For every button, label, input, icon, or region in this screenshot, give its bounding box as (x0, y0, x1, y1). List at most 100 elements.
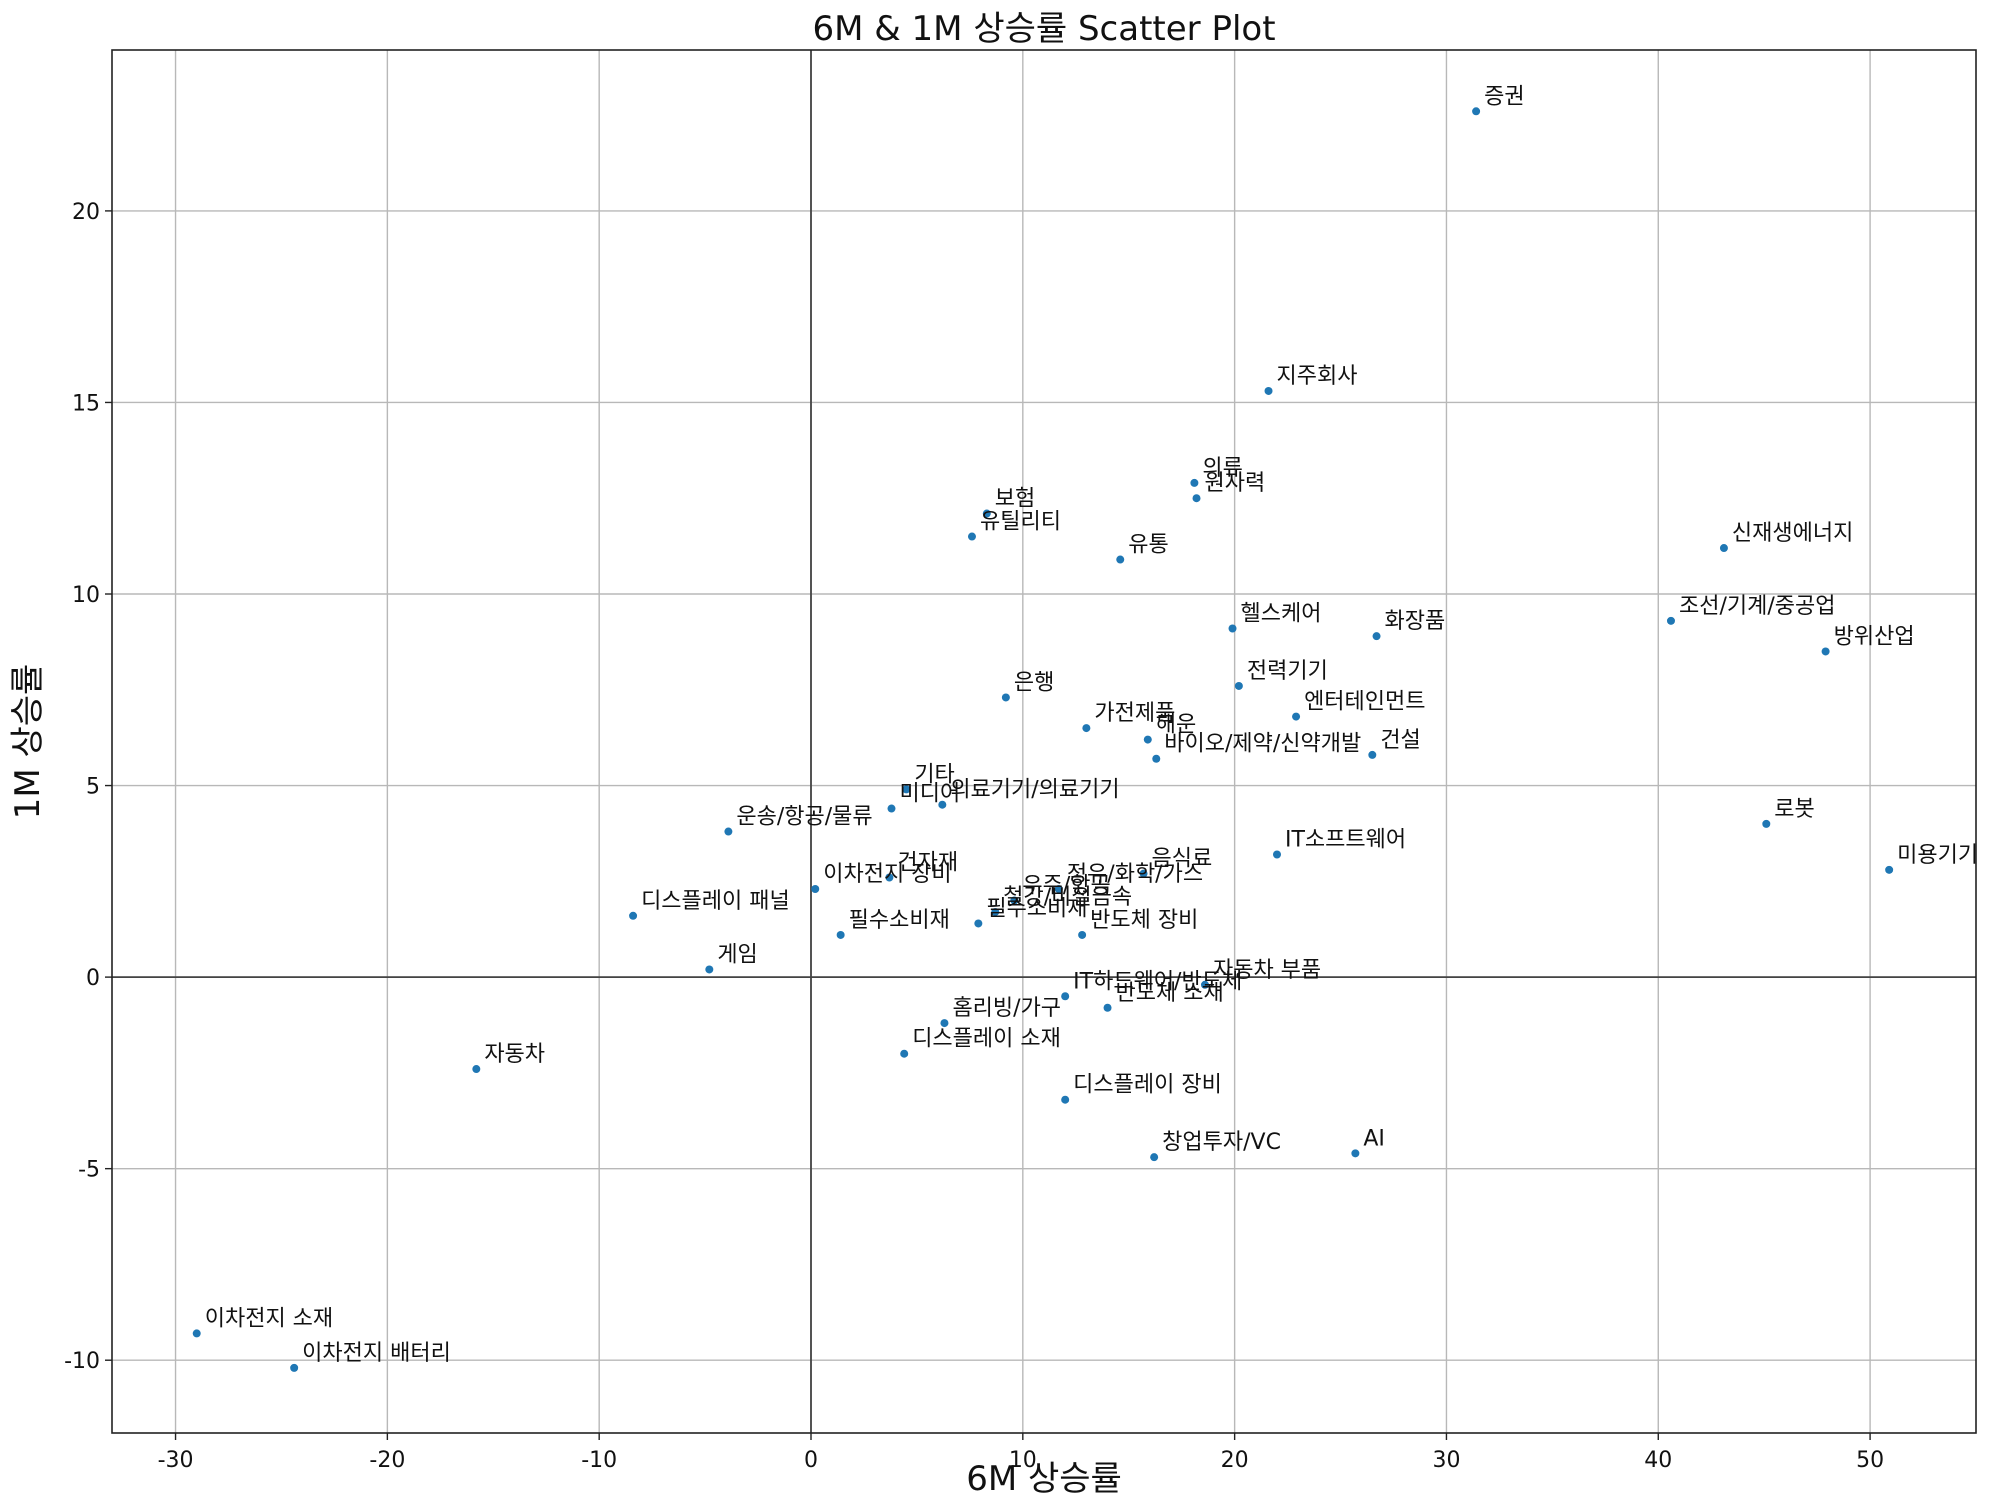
y-tick-label: 0 (86, 966, 100, 991)
data-point-label: 반도체 소재 (1116, 981, 1224, 1006)
data-point (940, 1019, 949, 1028)
data-point-label: 화장품 (1385, 609, 1446, 634)
y-tick-label: 15 (72, 391, 100, 416)
data-point (938, 800, 947, 809)
data-point-label: 로봇 (1774, 797, 1814, 822)
data-point (290, 1363, 299, 1372)
data-point-label: 의류 (1202, 456, 1242, 481)
data-point (974, 919, 983, 928)
data-point (1719, 544, 1728, 553)
data-point-label: 디스플레이 장비 (1073, 1073, 1222, 1098)
data-point-label: 우주/항공 (1022, 873, 1110, 898)
data-point-label: 미디어 (899, 782, 960, 807)
data-point-label: 헬스케어 (1241, 601, 1322, 626)
data-point-label: 창업투자/VC (1162, 1130, 1281, 1155)
data-point (1273, 850, 1281, 859)
x-tick-label: -10 (581, 1448, 617, 1473)
x-axis-label: 6M 상승률 (966, 1459, 1122, 1499)
data-point (1061, 992, 1070, 1001)
data-point (1054, 884, 1063, 893)
data-point-label: IT하드웨어/반도체 (1073, 969, 1242, 994)
data-point-label: 건설 (1380, 728, 1420, 753)
x-tick-label: 0 (804, 1448, 818, 1473)
data-point (1192, 494, 1201, 503)
data-point (1078, 930, 1087, 939)
x-tick-label: 30 (1432, 1448, 1460, 1473)
data-point-label: 미용기기 (1897, 843, 1978, 868)
data-point-label: 자동차 부품 (1213, 958, 1321, 983)
data-point-label: 원자력 (1205, 471, 1266, 496)
grid-lines (112, 50, 1976, 1433)
data-point (1372, 632, 1381, 641)
data-point (1061, 1095, 1070, 1104)
data-point (1152, 754, 1161, 763)
data-point-label: 가전제품 (1094, 701, 1175, 726)
data-point-label: 방위산업 (1834, 624, 1915, 649)
data-point-label: 디스플레이 소재 (912, 1027, 1061, 1052)
data-point (1351, 1149, 1360, 1158)
x-tick-label: 20 (1221, 1448, 1249, 1473)
x-tick-label: 10 (1009, 1448, 1037, 1473)
data-points (192, 107, 1894, 1372)
x-tick-label: -30 (158, 1448, 194, 1473)
data-point-label: 이차전지 소재 (205, 1306, 333, 1331)
data-point (1116, 555, 1125, 564)
data-point (967, 532, 976, 541)
data-point-label: 자동차 (484, 1042, 545, 1067)
data-point (1010, 896, 1019, 905)
data-point-label: 이차전지 배터리 (302, 1341, 451, 1366)
data-point-label: 운송/항공/물류 (736, 805, 872, 830)
zero-reference-lines (112, 50, 1976, 1433)
chart-title: 6M & 1M 상승률 Scatter Plot (812, 9, 1275, 49)
data-point (811, 884, 820, 893)
data-point-label: 바이오/제약/신약개발 (1164, 732, 1361, 757)
data-point (1762, 819, 1771, 828)
data-point (1190, 478, 1199, 487)
data-point (1228, 624, 1237, 633)
data-point-label: 정유/화학/가스 (1067, 862, 1203, 887)
data-point (900, 1049, 909, 1058)
data-point (1292, 712, 1301, 721)
y-tick-label: -5 (78, 1158, 100, 1183)
data-point (902, 785, 911, 794)
data-point-label: 유틸리티 (980, 510, 1061, 535)
plot-area-frame (111, 49, 1977, 1434)
data-point-label: 필수소비재 (986, 896, 1087, 921)
data-point (887, 804, 896, 813)
x-tick-label: -20 (369, 1448, 405, 1473)
y-tick-label: 20 (72, 200, 100, 225)
y-tick-label: -10 (64, 1349, 100, 1374)
data-point (1082, 724, 1091, 733)
data-point-label: 은행 (1014, 670, 1054, 695)
data-point-label: 건자재 (897, 851, 958, 876)
data-point (629, 911, 638, 920)
data-point (472, 1065, 481, 1074)
data-point (836, 930, 845, 939)
x-tick-label: 40 (1644, 1448, 1672, 1473)
data-point (1666, 616, 1675, 625)
data-point (1368, 750, 1377, 759)
data-point (724, 827, 733, 836)
data-point-label: 홈리빙/가구 (952, 996, 1061, 1021)
data-point-label: 철강/비철금속 (1003, 885, 1132, 910)
data-point-label: 반도체 장비 (1090, 908, 1198, 933)
data-point-label: 필수소비재 (849, 908, 950, 933)
data-point-label: 기타 (914, 762, 954, 787)
data-point (1001, 693, 1010, 702)
data-point-label: 유통 (1128, 533, 1168, 558)
y-tick-label: 10 (72, 583, 100, 608)
data-point-label: IT소프트웨어 (1285, 828, 1406, 853)
data-point (1821, 647, 1830, 656)
data-point-label: 해운 (1156, 713, 1196, 738)
data-point (1200, 980, 1209, 989)
data-point-label: AI (1363, 1126, 1385, 1151)
data-point (1143, 735, 1152, 744)
data-point (1234, 681, 1243, 690)
data-point-label: 의료기기/의료기기 (950, 778, 1119, 803)
data-point-label: 신재생에너지 (1732, 521, 1853, 546)
y-tick-label: 5 (86, 775, 100, 800)
data-point-label: 게임 (717, 942, 757, 967)
